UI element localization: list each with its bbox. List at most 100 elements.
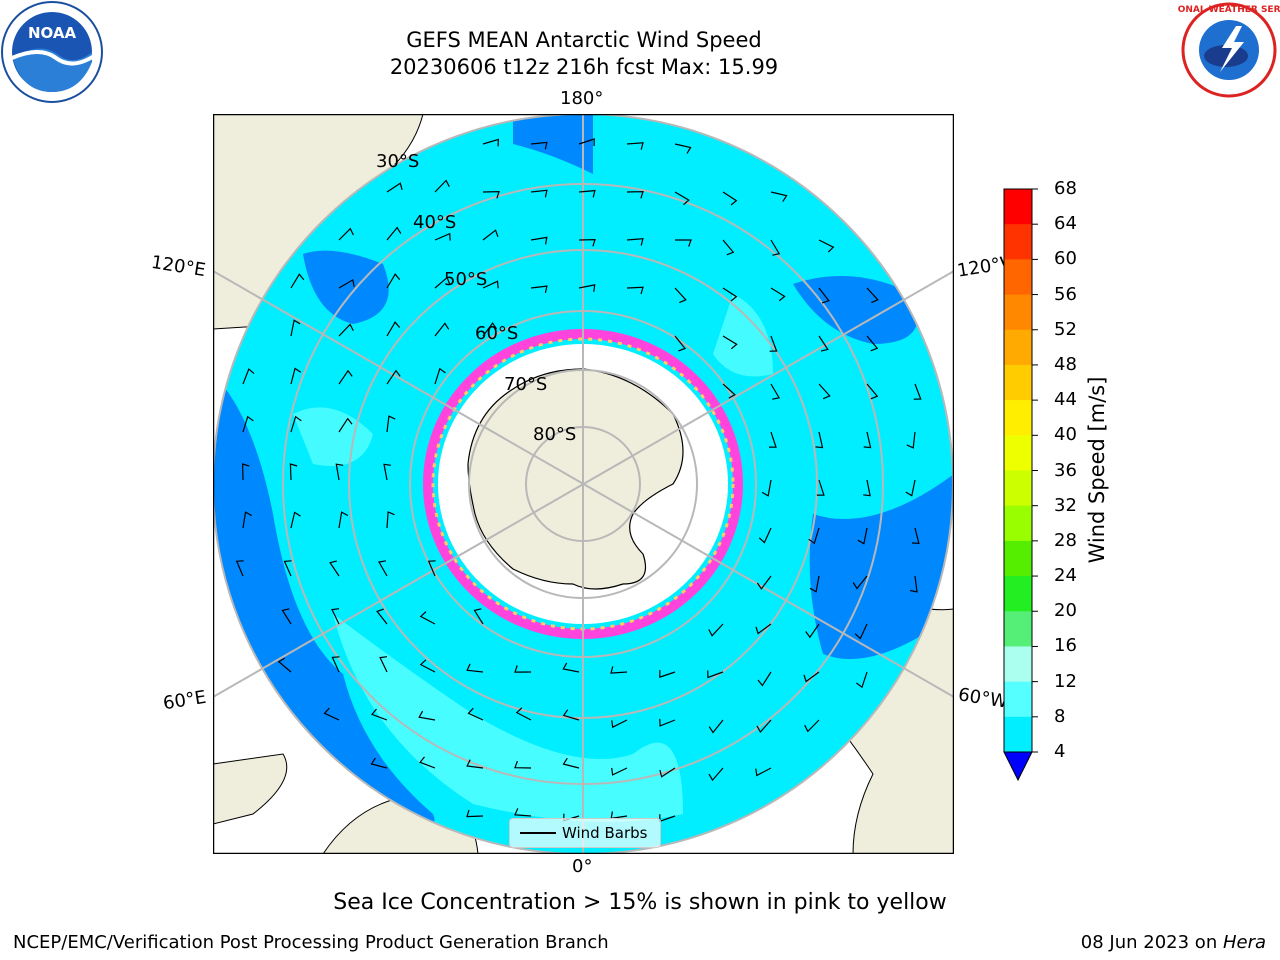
lat-label-50s: 50°S (444, 269, 488, 290)
wind-barb (756, 575, 772, 590)
wind-barb (386, 226, 402, 241)
wind-barb (338, 227, 354, 241)
wind-barb (386, 321, 401, 337)
wind-barb (626, 286, 644, 295)
wind-barb (722, 287, 738, 302)
colorbar-segment (1004, 681, 1032, 718)
colorbar-tick-label: 24 (1054, 565, 1077, 587)
wind-barb (562, 757, 580, 769)
colorbar-tick-label: 16 (1054, 635, 1077, 657)
wind-barb (419, 659, 436, 673)
wind-barb (335, 463, 344, 481)
wind-barb (818, 239, 835, 253)
colorbar (1003, 188, 1038, 782)
wind-barb (852, 575, 868, 590)
colorbar-tick-label: 68 (1054, 178, 1077, 199)
colorbar-tick-label: 52 (1054, 318, 1077, 340)
wind-barb (626, 142, 644, 150)
wind-barb (610, 666, 628, 674)
wind-barb (386, 273, 401, 289)
lat-label-80s: 80°S (533, 424, 577, 445)
wind-barb (722, 239, 735, 256)
colorbar-segment (1004, 189, 1032, 225)
colorbar-tick-label: 8 (1054, 705, 1066, 727)
colorbar-segment (1004, 470, 1032, 507)
wind-barb (578, 138, 595, 147)
wind-barb (514, 808, 532, 817)
noaa-logo: NOAA (1, 1, 103, 103)
wind-barb (803, 671, 820, 683)
wind-barb (611, 767, 628, 776)
wind-barb (818, 383, 831, 400)
wind-barb (756, 719, 772, 734)
wind-barb (378, 560, 388, 577)
wind-barb (434, 367, 446, 385)
colorbar-segment (1004, 505, 1032, 542)
lon-label-0: 0° (572, 856, 593, 877)
colorbar-under-triangle (1003, 751, 1033, 782)
wind-barb (626, 190, 644, 199)
wind-barb (758, 527, 772, 544)
wind-barb (611, 719, 628, 729)
wind-barb (578, 284, 596, 292)
noaa-logo-text: NOAA (28, 24, 77, 42)
colorbar-tick-label: 32 (1054, 494, 1077, 516)
antarctic-map (213, 114, 954, 854)
wind-barb (419, 756, 436, 769)
wind-barb (370, 708, 388, 721)
wind-barb (674, 287, 687, 304)
wind-barb (562, 662, 580, 673)
wind-barb (808, 527, 820, 545)
wind-barb (722, 383, 736, 399)
wind-barb (854, 623, 868, 640)
wind-barb (755, 767, 772, 777)
wind-barb (338, 323, 354, 337)
wind-barb (770, 287, 786, 302)
colorbar-tick-label: 12 (1054, 670, 1077, 692)
wind-barb (708, 719, 724, 734)
wind-barb (383, 463, 391, 481)
wind-barb (242, 415, 254, 433)
wind-barb (909, 575, 918, 593)
wind-barb (386, 369, 401, 385)
wind-barb (283, 560, 292, 577)
wind-barb (530, 189, 548, 198)
wind-barb (434, 322, 450, 337)
wind-barb (418, 710, 436, 721)
wind-barb (290, 511, 301, 529)
colorbar-tick-label: 20 (1054, 600, 1077, 622)
wind-barb (290, 415, 302, 433)
wind-barb (338, 417, 353, 433)
chart-title: GEFS MEAN Antarctic Wind Speed (406, 28, 762, 52)
wind-barb (331, 608, 340, 625)
wind-barb (818, 335, 829, 352)
chart-subtitle: 20230606 t12z 216h fcst Max: 15.99 (389, 55, 779, 79)
wind-barb (674, 335, 686, 352)
wind-barb (770, 239, 781, 256)
wind-barb (323, 707, 340, 721)
colorbar-tick-label: 60 (1054, 248, 1077, 270)
wind-barb (290, 367, 302, 385)
colorbar-segment (1004, 400, 1032, 436)
wind-barb (674, 191, 690, 206)
wind-barb (281, 608, 292, 625)
colorbar-tick-label: 56 (1054, 283, 1077, 305)
wind-barb (866, 383, 879, 400)
wind-barb (290, 273, 305, 289)
wind-barb (905, 479, 916, 497)
footer-branch: NCEP/EMC/Verification Post Processing Pr… (13, 932, 609, 953)
lon-label-60e: 60°E (161, 686, 208, 715)
wind-barb (466, 809, 484, 818)
wind-barb (866, 287, 879, 304)
wind-barb (338, 511, 349, 529)
wind-barb (473, 608, 484, 625)
wind-barb (338, 369, 353, 385)
wind-barb (722, 335, 738, 350)
colorbar-tick-label: 40 (1054, 424, 1077, 446)
colorbar-tick-label: 64 (1054, 213, 1077, 235)
colorbar-tick-label: 36 (1054, 459, 1077, 481)
wind-barb (427, 560, 436, 577)
wind-barb (514, 760, 532, 769)
colorbar-segment (1004, 576, 1032, 612)
wind-barb (289, 463, 298, 481)
